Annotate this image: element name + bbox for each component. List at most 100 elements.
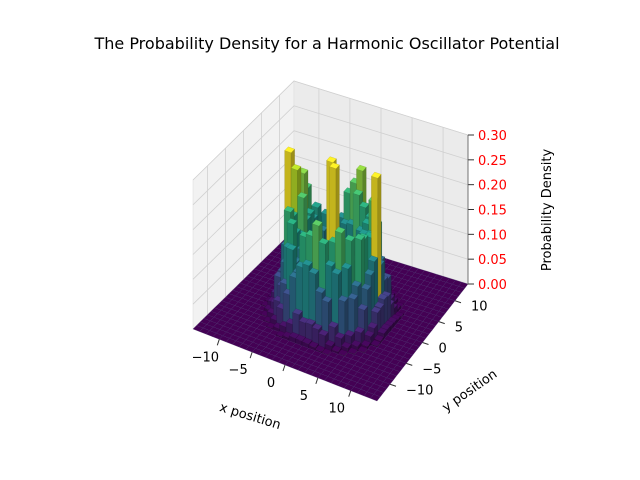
x-tick-label: −5 [229, 363, 248, 378]
bar-top [370, 306, 382, 314]
y-tick-label: 0 [439, 342, 447, 357]
bar-top [341, 262, 352, 270]
bar-top [357, 345, 368, 353]
bar-top [301, 337, 313, 345]
bar-top [354, 326, 365, 334]
bar-top [351, 280, 362, 287]
bar [347, 347, 358, 356]
bar-top [373, 334, 385, 342]
bar-top [344, 234, 356, 242]
bar-top [334, 332, 346, 339]
bar-top [284, 146, 295, 153]
bar-top [337, 349, 349, 356]
bar [341, 341, 352, 353]
bar-top [361, 283, 372, 291]
y-tick-label: −10 [406, 383, 433, 398]
y-tick-mark [406, 362, 413, 366]
bar-top [321, 295, 333, 303]
z-tick-label: 0.20 [478, 179, 507, 194]
bar-top [308, 341, 319, 348]
y-tick-label: 10 [471, 300, 488, 315]
z-axis-label: Probability Density [540, 149, 555, 272]
y-tick-mark [438, 321, 445, 325]
bar-top [311, 201, 322, 208]
bar-top [325, 260, 336, 267]
y-tick-mark [422, 342, 429, 345]
bar [344, 329, 355, 349]
bar-top [331, 268, 342, 275]
bar [360, 339, 372, 350]
bar-top [312, 219, 323, 227]
bar [350, 340, 362, 352]
bar-top [329, 162, 340, 169]
bar-top [318, 329, 329, 337]
z-tick-label: 0.00 [478, 278, 507, 293]
y-tick-label: −5 [422, 362, 441, 377]
x-tick-label: 10 [328, 402, 345, 417]
bar-top [328, 321, 339, 328]
bar-top [334, 226, 346, 234]
y-tick-mark [389, 383, 397, 387]
ticks-layer: −10−50510−10−505100.000.050.100.150.200.… [192, 129, 507, 417]
grid-z-6 [192, 80, 469, 181]
bar [370, 339, 381, 348]
bar [337, 349, 349, 357]
bar-top [367, 255, 379, 262]
bar-top [290, 164, 302, 171]
x-tick-label: 5 [300, 389, 308, 404]
bar-top [347, 347, 358, 355]
bar-top [354, 233, 365, 241]
bar-top [374, 301, 385, 309]
bar-top [377, 327, 388, 335]
x-tick-mark [315, 377, 319, 385]
bar-top [350, 340, 362, 347]
bar [370, 394, 381, 402]
bar-top [318, 237, 330, 245]
bar-top [283, 206, 295, 213]
bar-top [295, 334, 306, 342]
bars-layer [192, 146, 469, 402]
x-tick-mark [249, 351, 253, 359]
x-axis-label: x position [218, 400, 283, 433]
z-tick-label: 0.05 [478, 253, 507, 268]
x-tick-label: −10 [192, 350, 219, 365]
bar-top [338, 295, 349, 302]
z-tick-label: 0.30 [478, 129, 507, 144]
bar-top [314, 345, 326, 352]
bar-top [288, 332, 300, 339]
bar-top [326, 156, 337, 163]
bar-top [364, 268, 375, 276]
bar-top [367, 321, 378, 329]
bar-top [356, 164, 367, 172]
bar-top [371, 171, 382, 179]
bar-top [370, 339, 381, 347]
x-tick-mark [348, 390, 352, 397]
bar-top [341, 341, 352, 349]
bar-top [302, 259, 313, 267]
x-tick-mark [282, 364, 286, 372]
bar-top [286, 243, 297, 251]
bar-top [360, 339, 372, 347]
bar-top [347, 293, 359, 300]
grid-z-5 [192, 105, 469, 206]
bar-top [286, 218, 298, 225]
bar-top [297, 192, 308, 199]
bar-top [315, 286, 326, 294]
bar-top [321, 348, 332, 356]
bar-top [352, 189, 364, 196]
bar-top [305, 318, 316, 326]
chart-title: The Probability Density for a Harmonic O… [93, 34, 559, 53]
bar-top [308, 267, 320, 275]
bar-top [377, 293, 388, 300]
y-tick-mark [454, 300, 462, 304]
bar-top [292, 308, 303, 315]
grid-z-4 [192, 130, 469, 230]
bar-top [364, 330, 375, 338]
bar-top [331, 345, 342, 353]
x-tick-mark [216, 339, 220, 346]
bar-top [311, 323, 323, 330]
bar-top [357, 303, 368, 311]
z-tick-label: 0.25 [478, 154, 507, 169]
